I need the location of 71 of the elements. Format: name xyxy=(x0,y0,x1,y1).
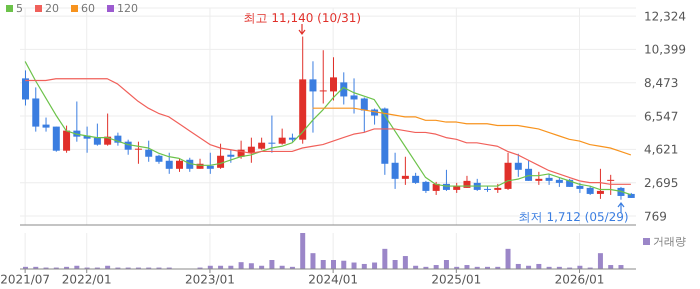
candlestick xyxy=(63,125,70,154)
candlestick xyxy=(360,96,368,134)
bar xyxy=(382,248,388,269)
candlestick xyxy=(94,123,101,146)
x-tick-label: 2021/07 xyxy=(0,272,50,287)
candlestick xyxy=(155,154,162,164)
candlestick xyxy=(42,117,50,132)
candlestick xyxy=(556,177,563,188)
bar xyxy=(269,260,274,269)
bar xyxy=(402,256,408,269)
candlestick xyxy=(227,149,234,164)
y-tick-label: 2,695 xyxy=(644,176,678,190)
candlestick xyxy=(145,140,152,162)
y-tick-label: 12,324 xyxy=(644,9,686,24)
bar xyxy=(598,253,603,269)
bar xyxy=(372,262,378,269)
line-series xyxy=(24,60,632,196)
y-tick-label: 769 xyxy=(644,209,667,224)
candlestick xyxy=(546,173,553,186)
x-tick-label: 2026/01 xyxy=(554,272,604,287)
legend-label: 20 xyxy=(45,2,59,15)
candlestick xyxy=(607,174,614,196)
candlestick xyxy=(217,143,224,170)
candlestick xyxy=(422,180,430,194)
candlestick xyxy=(576,182,584,194)
candlestick xyxy=(320,50,327,104)
candlestick xyxy=(392,152,399,190)
candlestick xyxy=(412,172,420,184)
bar xyxy=(444,260,449,269)
candlestick xyxy=(134,141,142,164)
bar xyxy=(238,262,244,269)
bar xyxy=(248,263,254,269)
candlestick xyxy=(248,137,255,164)
bar xyxy=(352,262,357,269)
x-tick-label: 2022/01 xyxy=(62,272,112,287)
candlestick xyxy=(309,60,316,134)
bar xyxy=(320,260,326,269)
x-tick-label: 2024/01 xyxy=(308,272,358,287)
legend-label: 거래량 xyxy=(653,234,686,249)
y-tick-label: 10,399 xyxy=(644,42,686,57)
bar xyxy=(341,260,346,269)
bar xyxy=(300,233,306,269)
candlestick xyxy=(586,185,594,196)
annotation: 최저 1,712 (05/29) xyxy=(518,208,629,226)
candlestick xyxy=(258,137,266,150)
y-tick-label: 4,621 xyxy=(644,142,678,157)
candlestick xyxy=(268,115,276,154)
candlestick xyxy=(330,56,337,101)
candlestick xyxy=(166,152,173,174)
bar xyxy=(392,260,398,269)
y-tick-label: 6,547 xyxy=(644,109,678,124)
x-tick-label: 2025/01 xyxy=(431,272,482,287)
x-tick-label: 2023/01 xyxy=(185,272,235,287)
bar xyxy=(331,260,336,269)
candlestick xyxy=(596,168,604,200)
bar xyxy=(506,248,511,269)
candlestick xyxy=(514,153,522,178)
candlestick xyxy=(206,152,214,174)
candlestick xyxy=(176,158,183,172)
bar xyxy=(310,253,316,269)
legend-label: 60 xyxy=(81,2,95,15)
candlestick xyxy=(22,70,29,106)
candlestick xyxy=(535,171,542,186)
candlestick xyxy=(350,78,358,114)
legend-label: 120 xyxy=(117,2,138,15)
annotation: 최고 11,140 (10/31) xyxy=(242,10,362,27)
y-tick-label: 8,473 xyxy=(644,76,678,90)
legend-label: 5 xyxy=(16,2,23,15)
candlestick xyxy=(494,183,502,194)
candlestick xyxy=(278,128,286,146)
candlestick xyxy=(402,156,409,186)
